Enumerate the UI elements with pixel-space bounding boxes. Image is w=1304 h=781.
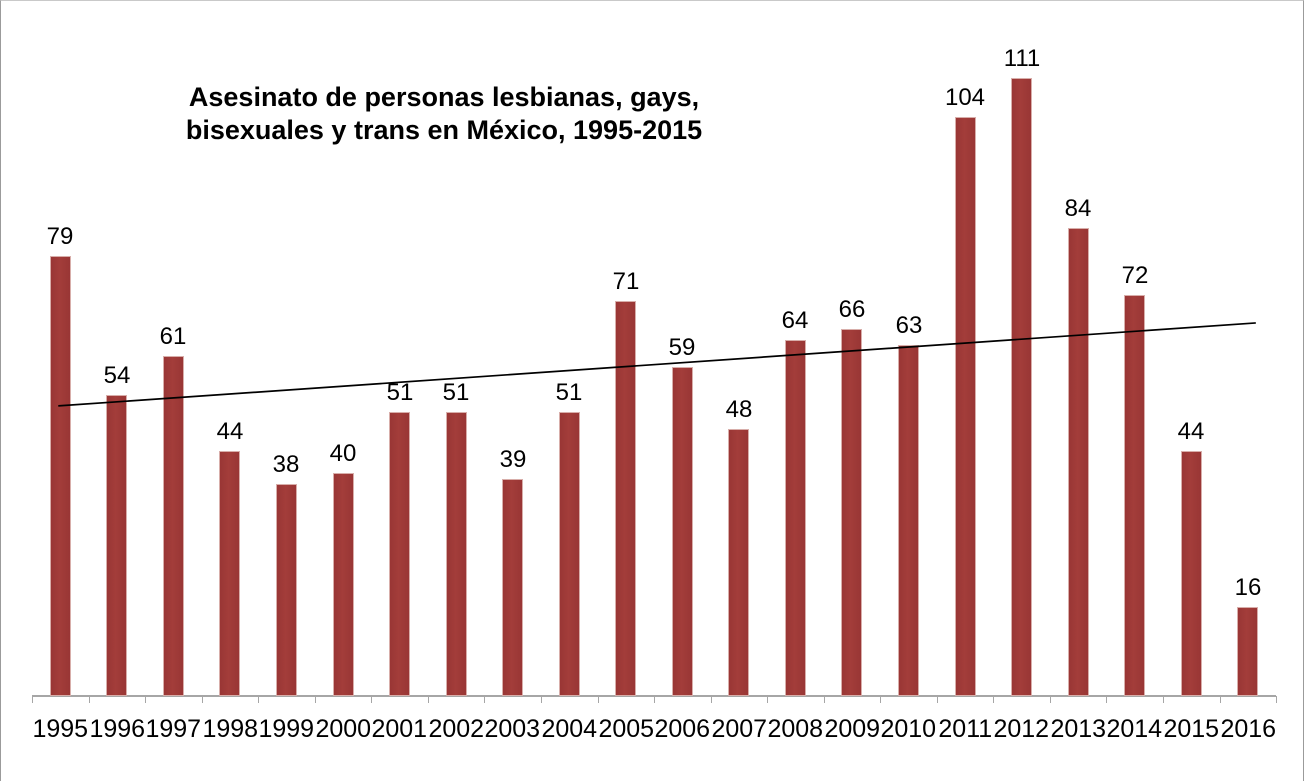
x-axis-tick xyxy=(824,696,825,703)
x-axis-label: 1995 xyxy=(32,715,89,743)
bar xyxy=(1068,228,1089,696)
bar xyxy=(1124,295,1145,696)
bar-value-label: 44 xyxy=(216,418,244,445)
bar xyxy=(1237,607,1258,696)
bar-value-label: 54 xyxy=(103,362,131,389)
x-axis-label: 2012 xyxy=(993,715,1050,743)
x-axis-tick xyxy=(1163,696,1164,703)
bar xyxy=(615,301,636,696)
x-axis-tick xyxy=(202,696,203,703)
x-axis-tick xyxy=(371,696,372,703)
bar-value-label: 44 xyxy=(1177,418,1205,445)
x-axis-label: 1996 xyxy=(89,715,146,743)
x-axis-label: 2008 xyxy=(767,715,824,743)
bar xyxy=(955,117,976,696)
bar xyxy=(389,412,410,696)
x-axis-label: 2004 xyxy=(541,715,598,743)
bar-value-label: 40 xyxy=(329,440,357,467)
x-axis-tick xyxy=(258,696,259,703)
bar xyxy=(1181,451,1202,696)
x-axis-tick xyxy=(1220,696,1221,703)
bar-value-label: 39 xyxy=(499,446,527,473)
chart-title-line-1: Asesinato de personas lesbianas, gays, xyxy=(188,82,700,112)
bar xyxy=(1011,78,1032,696)
x-axis-tick xyxy=(315,696,316,703)
x-axis-label: 2009 xyxy=(824,715,881,743)
bar-value-label: 72 xyxy=(1121,262,1149,289)
bar xyxy=(898,345,919,696)
bar-value-label: 84 xyxy=(1064,195,1092,222)
x-axis-label: 1999 xyxy=(258,715,315,743)
bar xyxy=(841,329,862,696)
bar-value-label: 111 xyxy=(1003,45,1041,72)
x-axis-tick xyxy=(484,696,485,703)
x-axis-label: 2005 xyxy=(598,715,655,743)
x-axis-label: 2014 xyxy=(1106,715,1163,743)
bar-value-label: 66 xyxy=(838,296,866,323)
bar xyxy=(276,484,297,696)
bar-value-label: 16 xyxy=(1234,574,1262,601)
bar-value-label: 79 xyxy=(46,223,74,250)
x-axis-label: 2002 xyxy=(428,715,485,743)
x-axis-tick xyxy=(1276,696,1277,703)
bar-value-label: 64 xyxy=(781,307,809,334)
x-axis-label: 2011 xyxy=(938,715,993,743)
bar xyxy=(333,473,354,696)
bar xyxy=(50,256,71,696)
x-axis-tick xyxy=(598,696,599,703)
x-axis-tick xyxy=(428,696,429,703)
x-axis-tick xyxy=(767,696,768,703)
bar xyxy=(559,412,580,696)
bar xyxy=(106,395,127,696)
x-axis-label: 2006 xyxy=(654,715,711,743)
x-axis-tick xyxy=(32,696,33,703)
x-axis-tick xyxy=(711,696,712,703)
bar xyxy=(785,340,806,696)
bar-value-label: 38 xyxy=(272,451,300,478)
x-axis-tick xyxy=(1050,696,1051,703)
bar xyxy=(728,429,749,696)
x-axis-label: 2001 xyxy=(371,715,428,743)
bar-value-label: 48 xyxy=(725,396,753,423)
x-axis-tick xyxy=(937,696,938,703)
bar-value-label: 63 xyxy=(895,312,923,339)
chart-title: Asesinato de personas lesbianas, gays, b… xyxy=(119,81,769,147)
x-axis-label: 2015 xyxy=(1163,715,1220,743)
bar-value-label: 104 xyxy=(944,84,986,111)
x-axis-label: 2013 xyxy=(1050,715,1107,743)
x-axis-tick xyxy=(541,696,542,703)
bar xyxy=(502,479,523,696)
x-axis-label: 2003 xyxy=(484,715,541,743)
bar-value-label: 71 xyxy=(612,268,640,295)
x-axis-label: 2000 xyxy=(315,715,372,743)
x-axis-label: 2010 xyxy=(880,715,937,743)
bar-value-label: 61 xyxy=(159,323,187,350)
x-axis-label: 1997 xyxy=(145,715,202,743)
bar-value-label: 51 xyxy=(442,379,470,406)
bar xyxy=(163,356,184,696)
bar-value-label: 51 xyxy=(386,379,414,406)
x-axis-tick xyxy=(654,696,655,703)
bar-value-label: 59 xyxy=(668,334,696,361)
x-axis-tick xyxy=(993,696,994,703)
x-axis-tick xyxy=(880,696,881,703)
x-axis-label: 2007 xyxy=(711,715,768,743)
bar xyxy=(446,412,467,696)
x-axis-tick xyxy=(1106,696,1107,703)
x-axis-label: 2016 xyxy=(1220,715,1277,743)
chart-title-line-2: bisexuales y trans en México, 1995-2015 xyxy=(185,115,703,145)
bar xyxy=(672,367,693,696)
x-axis-tick xyxy=(145,696,146,703)
x-axis-tick xyxy=(89,696,90,703)
bar xyxy=(219,451,240,696)
bar-value-label: 51 xyxy=(555,379,583,406)
x-axis-label: 1998 xyxy=(202,715,259,743)
